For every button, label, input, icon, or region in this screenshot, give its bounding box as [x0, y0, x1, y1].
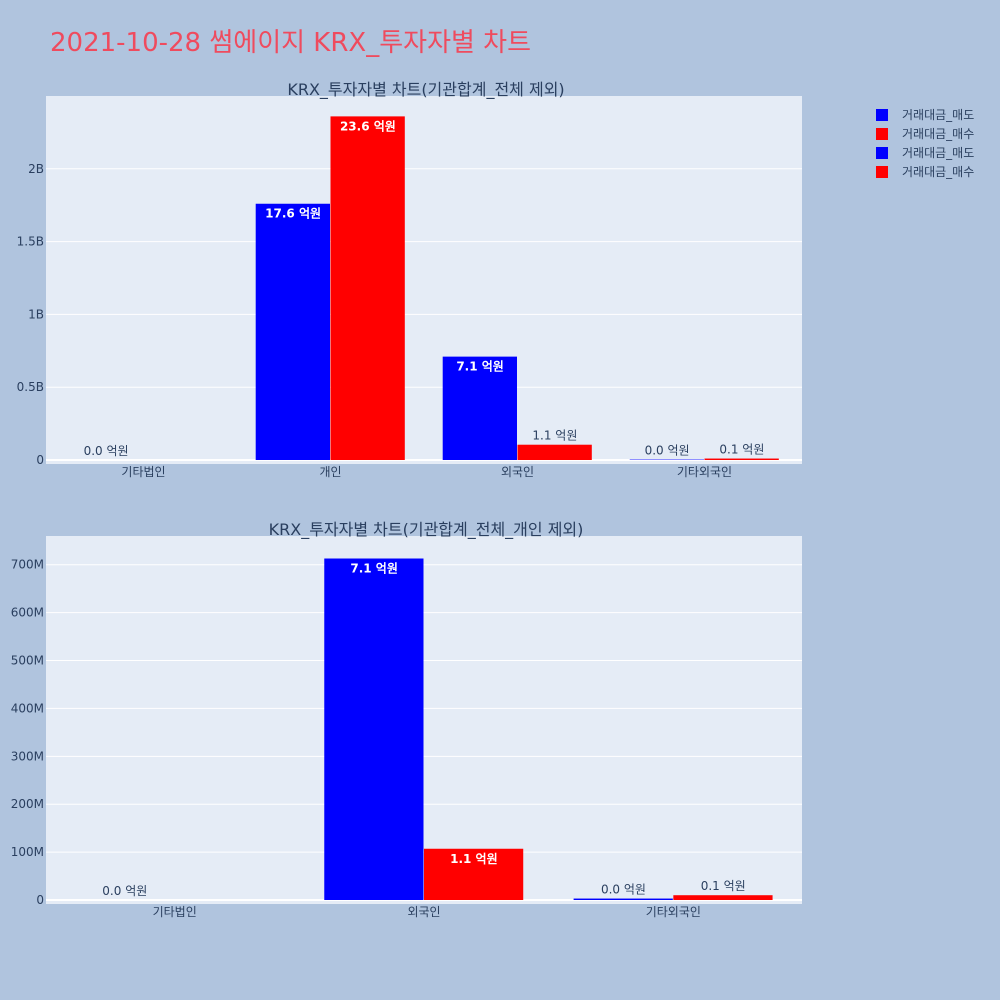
chart-subtitle: KRX_투자자별 차트(기관합계_전체 제외)	[287, 80, 564, 100]
legend-label: 거래대금_매도	[902, 108, 974, 122]
y-tick-label: 500M	[11, 654, 44, 668]
data-label: 0.0 억원	[645, 444, 690, 458]
chart-top: 0 0.5B 1B 1.5B 2B KRX_투자자별 차트(기관합계_전체 제외) 기타법인…	[17, 80, 802, 479]
x-tick-label: 기타외국인	[677, 465, 732, 479]
bar	[255, 203, 330, 460]
data-label: 7.1 억원	[350, 562, 398, 576]
legend-label: 거래대금_매수	[902, 165, 974, 179]
data-label: 0.1 억원	[719, 443, 764, 457]
bar	[442, 356, 517, 460]
legend-swatch	[876, 147, 888, 159]
y-tick-label: 0.5B	[17, 380, 44, 394]
y-tick-label: 600M	[11, 606, 44, 620]
data-label: 0.0 억원	[102, 884, 147, 898]
legend-swatch	[876, 109, 888, 121]
legend-label: 거래대금_매수	[902, 127, 974, 141]
plot-background	[46, 536, 802, 904]
chart-bottom: 0 100M 200M 300M 400M 500M 600M 700M KRX_투자자별 차트…	[11, 520, 802, 919]
legend-item[interactable]: 거래대금_매도	[876, 108, 974, 122]
bar	[424, 848, 524, 900]
x-tick-label: 기타외국인	[646, 905, 701, 919]
plot-background	[46, 96, 802, 464]
bar	[673, 895, 773, 900]
x-tick-label: 기타법인	[121, 465, 165, 479]
legend-item[interactable]: 거래대금_매수	[876, 127, 974, 141]
legend-swatch	[876, 166, 888, 178]
y-tick-label: 100M	[11, 845, 44, 859]
x-tick-label: 기타법인	[153, 905, 197, 919]
bar	[330, 116, 405, 460]
chart-subtitle: KRX_투자자별 차트(기관합계_전체_개인 제외)	[269, 520, 584, 540]
legend-swatch	[876, 128, 888, 140]
y-tick-label: 200M	[11, 797, 44, 811]
legend-item[interactable]: 거래대금_매수	[876, 165, 974, 179]
data-label: 1.1 억원	[532, 429, 577, 443]
data-label: 0.1 억원	[701, 879, 746, 893]
x-tick-label: 외국인	[407, 905, 440, 919]
x-tick-label: 개인	[319, 465, 341, 479]
y-tick-label: 700M	[11, 558, 44, 572]
y-tick-label: 2B	[28, 162, 44, 176]
bar	[704, 458, 779, 460]
y-tick-label: 0	[36, 893, 44, 907]
data-label: 7.1 억원	[456, 360, 504, 374]
data-label: 0.0 억원	[84, 444, 129, 458]
data-label: 1.1 억원	[450, 852, 498, 866]
data-label: 17.6 억원	[265, 207, 321, 221]
y-tick-label: 300M	[11, 749, 44, 763]
y-tick-label: 400M	[11, 701, 44, 715]
y-tick-label: 1B	[28, 307, 44, 321]
bar	[573, 898, 673, 900]
y-tick-label: 1.5B	[17, 235, 44, 249]
legend-item[interactable]: 거래대금_매도	[876, 146, 974, 160]
data-label: 0.0 억원	[601, 883, 646, 897]
bar	[324, 558, 424, 900]
bar	[517, 444, 592, 460]
y-tick-label: 0	[36, 453, 44, 467]
legend-label: 거래대금_매도	[902, 146, 974, 160]
x-tick-label: 외국인	[501, 465, 534, 479]
data-label: 23.6 억원	[340, 119, 396, 133]
page-title: 2021-10-28 썸에이지 KRX_투자자별 차트	[50, 28, 532, 58]
